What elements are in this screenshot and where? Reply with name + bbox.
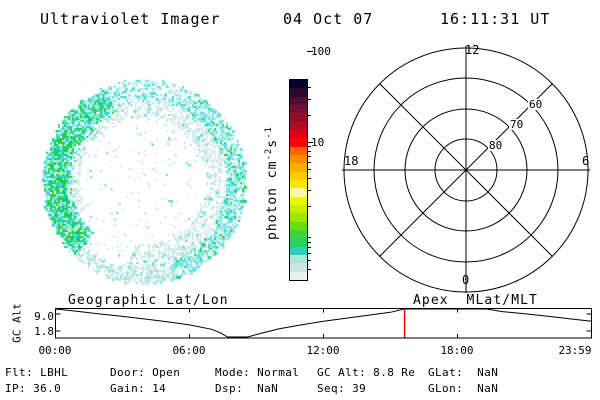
uv-aurora-image [30, 64, 255, 294]
colorbar-tick [307, 206, 311, 207]
polar-mlt-label-18: 18 [344, 154, 359, 168]
polar-mlt-label-0: 0 [462, 273, 470, 287]
y-tick-label-9.0: 9.0 [34, 310, 54, 323]
colorbar-tick [307, 156, 311, 157]
unit-text: photon cm [265, 160, 281, 240]
colorbar-tick [307, 253, 311, 254]
colorbar-band-1 [290, 88, 307, 97]
status-row1-col2: Door: Open [110, 366, 181, 379]
colorbar-band-23 [290, 271, 307, 280]
status-row1-col1: Flt: LBHL [5, 366, 69, 379]
unit-sup: -2 [263, 147, 274, 161]
colorbar-tick [307, 247, 311, 248]
colorbar-band-18 [290, 229, 307, 239]
colorbar-band-12 [290, 179, 307, 189]
colorbar-band-10 [290, 163, 307, 172]
status-row2-col4: Seq: 39 [317, 382, 367, 395]
colorbar-tick [307, 169, 311, 170]
polar-grid-mlat-mlt [342, 46, 590, 293]
x-tick-label-00:00: 00:00 [38, 344, 72, 357]
colorbar-band-14 [290, 196, 307, 205]
status-row2-col1: IP: 36.0 [5, 382, 62, 395]
timeline-y-axis-title: GC Alt [10, 303, 24, 343]
timeline-left-title: Geographic Lat/Lon [68, 293, 229, 308]
colorbar-unit-label: photon cm-2s-1 [264, 126, 280, 240]
header-time: 16:11:31 UT [440, 10, 551, 28]
unit-text: s [265, 138, 281, 148]
colorbar-tick [307, 190, 311, 191]
colorbar-band-19 [290, 238, 307, 247]
colorbar [289, 79, 308, 281]
colorbar-band-11 [290, 171, 307, 180]
colorbar-band-4 [290, 113, 307, 122]
colorbar-tick-label: 10 [311, 136, 325, 149]
polar-lat-label-60: 60 [528, 98, 544, 111]
colorbar-band-15 [290, 204, 307, 214]
colorbar-tick [307, 151, 311, 152]
status-row2-col3: Dsp: NaN [215, 382, 279, 395]
colorbar-tick-label: 100 [311, 45, 331, 58]
colorbar-band-8 [290, 146, 307, 155]
colorbar-tick [307, 142, 313, 143]
colorbar-tick [307, 162, 311, 163]
colorbar-tick [307, 115, 311, 116]
colorbar-band-6 [290, 129, 307, 139]
x-tick-label-12:00: 12:00 [306, 344, 340, 357]
colorbar-tick [307, 178, 311, 179]
status-row2-col5: GLon: NaN [428, 382, 499, 395]
colorbar-band-7 [290, 138, 307, 147]
colorbar-band-21 [290, 254, 307, 264]
colorbar-band-5 [290, 121, 307, 130]
polar-lat-label-70: 70 [509, 118, 525, 131]
colorbar-band-16 [290, 213, 307, 222]
status-row1-col4: GC Alt: 8.8 Re [317, 366, 416, 379]
polar-mlt-label-12: 12 [465, 43, 480, 57]
colorbar-tick [307, 242, 311, 243]
header-date: 04 Oct 07 [283, 10, 374, 28]
colorbar-tick [307, 146, 311, 147]
colorbar-band-3 [290, 104, 307, 114]
colorbar-band-13 [290, 188, 307, 197]
status-row1-col3: Mode: Normal [215, 366, 300, 379]
colorbar-band-22 [290, 263, 307, 272]
timeline-right-title: Apex MLat/MLT [413, 293, 538, 308]
x-tick-label-18:00: 18:00 [440, 344, 474, 357]
colorbar-band-0 [290, 80, 307, 89]
altitude-timeline-plot [55, 308, 592, 339]
colorbar-band-2 [290, 96, 307, 105]
colorbar-tick [307, 87, 311, 88]
unit-sup: -1 [263, 126, 274, 139]
colorbar-band-9 [290, 154, 307, 164]
x-tick-label-06:00: 06:00 [172, 344, 206, 357]
status-row2-col2: Gain: 14 [110, 382, 167, 395]
colorbar-band-17 [290, 221, 307, 230]
colorbar-tick [307, 269, 311, 270]
x-tick-label-23:59: 23:59 [558, 344, 592, 357]
status-row1-col5: GLat: NaN [428, 366, 499, 379]
y-tick-label-1.8: 1.8 [34, 325, 54, 338]
colorbar-tick [307, 99, 311, 100]
polar-lat-label-80: 80 [488, 139, 504, 152]
polar-mlt-label-6: 6 [582, 154, 590, 168]
colorbar-tick [307, 51, 313, 52]
colorbar-band-20 [290, 246, 307, 255]
page-title: Ultraviolet Imager [40, 10, 221, 28]
colorbar-tick [307, 237, 311, 238]
colorbar-tick [307, 260, 311, 261]
